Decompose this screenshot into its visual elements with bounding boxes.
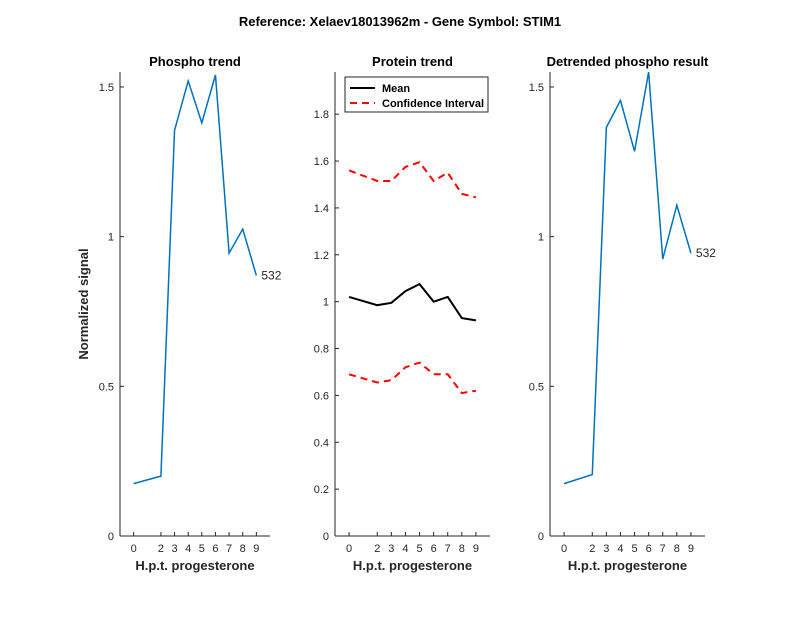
legend-box xyxy=(344,76,489,113)
x-tick-label: 2 xyxy=(589,543,595,555)
x-tick-label: 3 xyxy=(171,543,177,555)
x-tick-label: 2 xyxy=(374,543,380,555)
panel-2: Protein trend 0 0.2 0.4 0.6 0.8 1 1.2 1.4 1.6 1.8 0… xyxy=(314,54,490,573)
panel-3: Detrended phospho result 0 0.5 1 1.5 0 2 3 4 5 6 7 8… xyxy=(529,54,717,573)
y-tick-label: 1 xyxy=(323,297,329,309)
x-tick-label: 2 xyxy=(158,543,164,555)
figure-title: Reference: Xelaev18013962m - Gene Symbol… xyxy=(239,14,561,29)
x-tick-label: 4 xyxy=(617,543,623,555)
x-axis-label: H.p.t. progesterone xyxy=(135,558,254,573)
y-tick-label: 1.8 xyxy=(314,109,329,121)
x-tick-label: 9 xyxy=(253,543,259,555)
panel-title: Phospho trend xyxy=(149,54,241,69)
x-tick-label: 7 xyxy=(445,543,451,555)
x-tick-label: 6 xyxy=(212,543,218,555)
x-tick-label: 6 xyxy=(646,543,652,555)
y-tick-label: 0 xyxy=(323,531,329,543)
x-tick-label: 9 xyxy=(473,543,479,555)
x-tick-label: 0 xyxy=(131,543,137,555)
y-tick-label: 1.6 xyxy=(314,156,329,168)
series-line xyxy=(563,71,692,485)
y-tick-label: 1.5 xyxy=(529,82,544,94)
y-tick-label: 0.5 xyxy=(99,381,114,393)
x-tick-label: 5 xyxy=(416,543,422,555)
x-axis-label: H.p.t. progesterone xyxy=(568,558,687,573)
y-tick-label: 1.5 xyxy=(99,82,114,94)
y-tick-label: 1.2 xyxy=(314,250,329,262)
x-tick-label: 8 xyxy=(240,543,246,555)
x-tick-label: 0 xyxy=(561,543,567,555)
series-line xyxy=(133,74,258,485)
x-tick-label: 4 xyxy=(402,543,408,555)
ci-upper-line xyxy=(348,161,477,199)
x-axis-label: H.p.t. progesterone xyxy=(353,558,472,573)
panel-title: Protein trend xyxy=(372,54,453,69)
x-tick-label: 5 xyxy=(631,543,637,555)
y-tick-label: 0.5 xyxy=(529,381,544,393)
x-tick-label: 5 xyxy=(199,543,205,555)
ci-lower-line xyxy=(348,361,477,395)
panel-title: Detrended phospho result xyxy=(547,54,709,69)
y-tick-label: 0.4 xyxy=(314,437,329,449)
y-axis-label: Normalized signal xyxy=(76,248,91,359)
y-tick-label: 1.4 xyxy=(314,203,329,215)
x-tick-label: 3 xyxy=(603,543,609,555)
y-tick-label: 1 xyxy=(108,232,114,244)
y-tick-label: 0.2 xyxy=(314,484,329,496)
legend-ci-label: Confidence Interval xyxy=(382,98,484,110)
x-tick-label: 9 xyxy=(688,543,694,555)
x-tick-label: 8 xyxy=(674,543,680,555)
series-end-label: 532 xyxy=(261,269,281,283)
x-tick-label: 0 xyxy=(346,543,352,555)
x-tick-label: 7 xyxy=(660,543,666,555)
y-tick-label: 0 xyxy=(108,531,114,543)
series-end-label: 532 xyxy=(696,246,716,260)
x-tick-label: 4 xyxy=(185,543,191,555)
mean-line xyxy=(348,282,477,322)
y-tick-label: 0.8 xyxy=(314,344,329,356)
y-tick-label: 1 xyxy=(538,232,544,244)
y-tick-label: 0.6 xyxy=(314,390,329,402)
x-tick-label: 8 xyxy=(459,543,465,555)
panel-1: Phospho trend 0 0.5 1 1.5 0 2 3 4 5 6 7 8 9 H.p.t. pro… xyxy=(76,54,282,573)
x-tick-label: 6 xyxy=(431,543,437,555)
y-tick-label: 0 xyxy=(538,531,544,543)
legend-mean-label: Mean xyxy=(382,83,410,95)
x-tick-label: 3 xyxy=(388,543,394,555)
x-tick-label: 7 xyxy=(226,543,232,555)
